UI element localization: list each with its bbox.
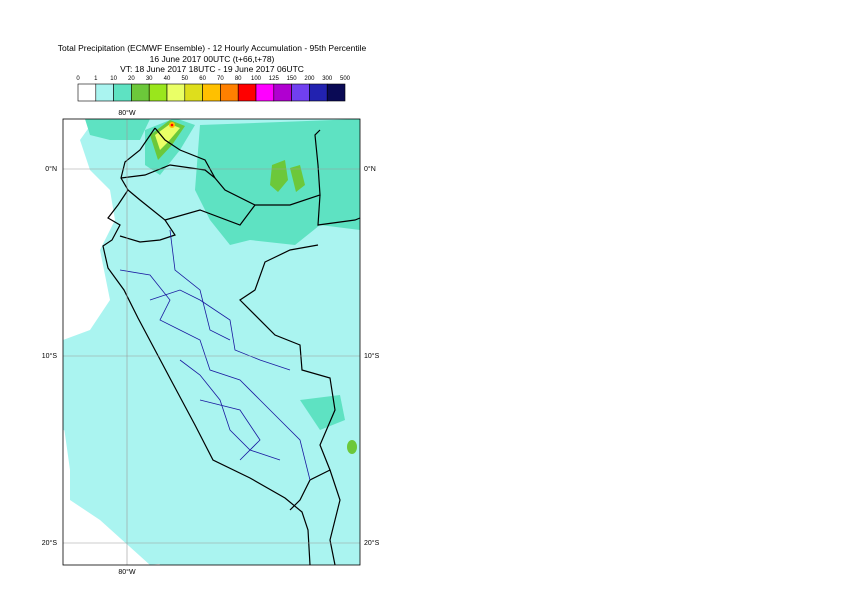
border: [120, 164, 216, 179]
precip-20-30: [270, 160, 288, 192]
legend: 0 1 10 20 30 40 50 60 70 80 100 125 150 200 300 500: [76, 76, 351, 102]
coastline: [102, 127, 311, 566]
legend-box: [220, 83, 239, 102]
lon-label: 80°W: [118, 568, 136, 576]
legend-box: [309, 83, 328, 102]
legend-box: [166, 83, 186, 102]
borders: [102, 127, 361, 566]
precip-1-10: [63, 355, 130, 440]
precip-1-10: [70, 440, 190, 565]
lat-label: 10°S: [364, 352, 380, 360]
legend-label: 125: [269, 76, 280, 82]
legend-box: [184, 83, 203, 102]
legend-box: [255, 83, 275, 102]
title: Total Precipitation (ECMWF Ensemble) - 1…: [58, 43, 367, 53]
legend-label: 40: [164, 76, 171, 82]
legend-label: 20: [128, 76, 135, 82]
valid-time: VT: 18 June 2017 18UTC - 19 June 2017 06…: [120, 64, 304, 74]
legend-label: 10: [110, 76, 117, 82]
precip-80-100: [170, 123, 174, 127]
border: [154, 127, 321, 206]
legend-label: 30: [146, 76, 153, 82]
map: 0°N 0°N 10°S 10°S 20°S 20°S 80°W 80°W: [42, 109, 380, 576]
precip-20-30: [347, 440, 357, 454]
precip-40-50: [155, 124, 180, 150]
legend-box: [148, 83, 168, 102]
lat-label: 0°N: [364, 165, 376, 173]
legend-label: 200: [304, 76, 315, 82]
border: [317, 194, 361, 226]
legend-box: [95, 83, 114, 102]
frame: [62, 118, 361, 566]
legend-label: 150: [287, 76, 298, 82]
legend-box: [202, 83, 221, 102]
legend-box: [131, 83, 150, 102]
legend-box: [113, 83, 132, 102]
legend-box: [77, 83, 97, 102]
precip-10-20: [85, 119, 150, 140]
legend-label: 60: [199, 76, 206, 82]
graticule: [63, 119, 360, 565]
lat-label: 0°N: [45, 165, 57, 173]
precip-field: [63, 119, 360, 565]
legend-label: 100: [251, 76, 262, 82]
legend-label: 300: [322, 76, 333, 82]
legend-box: [237, 83, 257, 102]
legend-box: [273, 83, 292, 102]
border: [329, 469, 341, 566]
admin-borders: [119, 229, 311, 481]
legend-label: 50: [181, 76, 188, 82]
base-time: 16 June 2017 00UTC (t+66,t+78): [150, 54, 275, 64]
border: [239, 244, 336, 511]
legend-label: 70: [217, 76, 224, 82]
legend-box: [291, 83, 310, 102]
border: [119, 189, 176, 243]
legend-label: 80: [235, 76, 242, 82]
legend-label: 500: [340, 76, 351, 82]
lon-label: 80°W: [118, 109, 136, 117]
legend-box: [326, 83, 346, 102]
lat-label: 20°S: [42, 539, 58, 547]
border: [164, 204, 256, 226]
legend-label: 1: [94, 76, 98, 82]
lat-label: 10°S: [42, 352, 58, 360]
precip-0: [63, 180, 95, 335]
legend-label: 0: [76, 76, 80, 82]
precip-20-30: [290, 165, 305, 192]
lat-label: 20°S: [364, 539, 380, 547]
